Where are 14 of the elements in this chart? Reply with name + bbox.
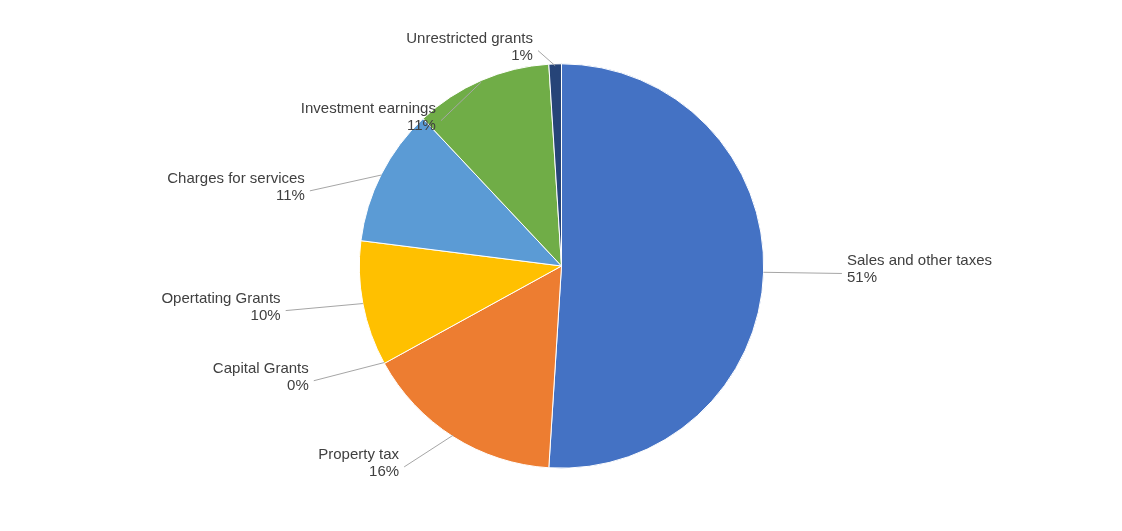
text: 0%	[287, 375, 309, 393]
data-label: 1%	[511, 45, 533, 63]
data-label: 16%	[369, 461, 400, 479]
legend-label: Capital Grants	[212, 358, 309, 376]
data-label: 10%	[250, 305, 281, 323]
slice-label: Property tax	[318, 444, 400, 462]
slice-label: Unrestricted grants	[406, 28, 533, 46]
slice-label: Sales and other taxes	[846, 251, 993, 269]
slice-label: Opertating Grants	[161, 288, 281, 306]
slice-label: Charges for services	[167, 168, 305, 186]
data-label: 51%	[846, 268, 877, 286]
data-label: 11%	[275, 185, 305, 203]
data-label: 11%	[406, 115, 436, 133]
slice-label: Investment earnings	[300, 98, 436, 116]
